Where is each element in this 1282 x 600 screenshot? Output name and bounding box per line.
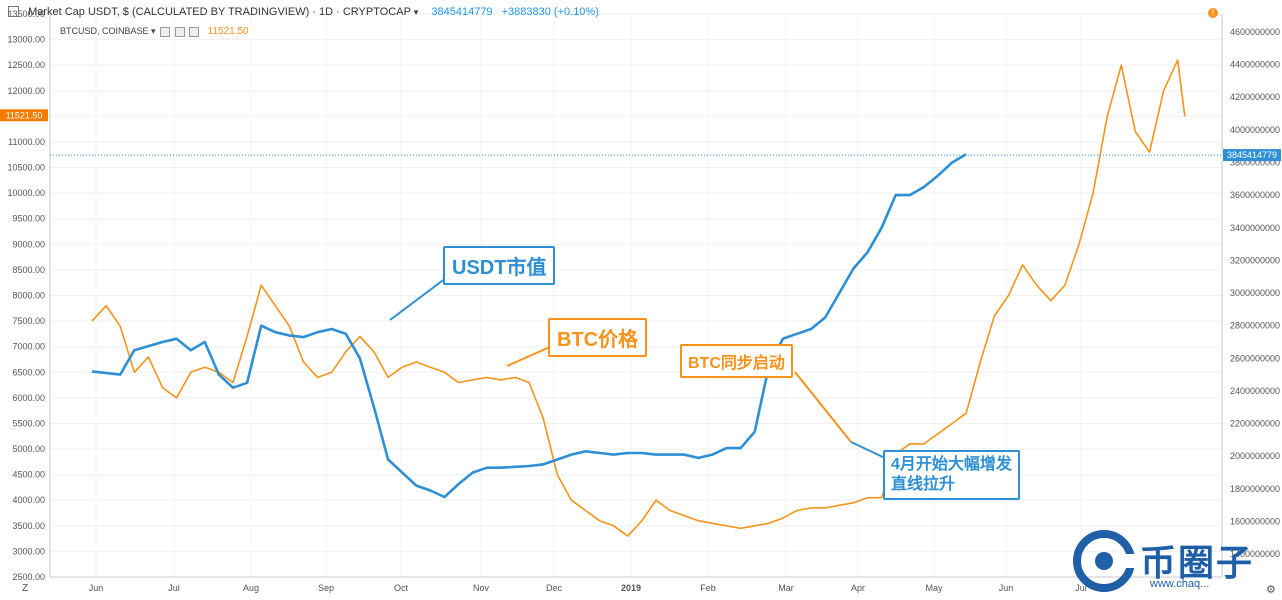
watermark-text: 币圈子 (1140, 542, 1255, 583)
annotation-btc-start: BTC同步启动 (680, 344, 793, 378)
right-tick-label: 2200000000 (1230, 419, 1280, 429)
left-tick-label: 10000.00 (7, 188, 45, 198)
right-tick-label: 3800000000 (1230, 158, 1280, 168)
left-tick-label: 12500.00 (7, 60, 45, 70)
right-tick-label: 3000000000 (1230, 288, 1280, 298)
time-tick-label: Jul (1075, 583, 1087, 593)
annotation-april-line2: 直线拉升 (891, 476, 956, 493)
series-value: 3845414779 (431, 6, 493, 18)
annotation-btc-price: BTC价格 (548, 318, 648, 357)
right-tick-label: 2400000000 (1230, 386, 1280, 396)
btc-price-tag-label: 11521.50 (6, 110, 43, 120)
right-tick-label: 1400000000 (1230, 549, 1280, 559)
left-tick-label: 9500.00 (12, 214, 45, 224)
left-tick-label: 7500.00 (12, 316, 45, 326)
settings-gear-icon[interactable]: ⚙ (1266, 584, 1276, 596)
series-change: +3883830 (+0.10%) (501, 6, 599, 18)
usdt-cap-line (91, 153, 967, 499)
grid (49, 13, 1223, 578)
left-tick-label: 8000.00 (12, 291, 45, 301)
chart-header: Market Cap USDT, $ (CALCULATED BY TRADIN… (8, 5, 599, 18)
usdt-price-tag-label: 3845414779 (1227, 150, 1277, 160)
left-tick-label: 3500.00 (12, 521, 45, 531)
time-tick-label: Mar (778, 583, 794, 593)
time-tick-label: Sep (318, 583, 334, 593)
series-layer (91, 59, 1186, 537)
right-tick-label: 2800000000 (1230, 321, 1280, 331)
watermark-sub: www.chaq... (1150, 578, 1210, 590)
left-tick-label: 11000.00 (8, 137, 45, 147)
right-tick-label: 1600000000 (1230, 517, 1280, 527)
left-tick-label: 5500.00 (12, 418, 45, 428)
right-tick-label: 1800000000 (1230, 484, 1280, 494)
time-tick-label: 2019 (621, 583, 641, 593)
time-tick-label: Jul (168, 583, 180, 593)
time-tick-label: Nov (473, 583, 490, 593)
annotation-pointer (506, 345, 553, 367)
price-markers: 11521.50 3845414779 (0, 109, 1281, 162)
settings-icon[interactable] (174, 26, 185, 37)
right-tick-label: 2600000000 (1230, 353, 1280, 363)
left-tick-label: 13000.00 (7, 35, 45, 45)
time-tick-label: Oct (394, 583, 409, 593)
series-title[interactable]: Market Cap USDT, $ (CALCULATED BY TRADIN… (28, 6, 411, 18)
time-tick-label: May (925, 583, 943, 593)
time-tick-label: Dec (546, 583, 563, 593)
compare-symbol[interactable]: BTCUSD, COINBASE (60, 26, 149, 36)
right-tick-label: 3400000000 (1230, 223, 1280, 233)
compare-value: 11521.50 (207, 26, 249, 37)
btc-price-line (91, 59, 1186, 537)
left-tick-label: 6000.00 (12, 393, 45, 403)
right-tick-label: 2000000000 (1230, 451, 1280, 461)
left-tick-label: 6500.00 (12, 367, 45, 377)
time-axis: Jun Jul Aug Sep Oct Nov Dec 2019 Feb Mar Apr May Jun… (50, 576, 1222, 593)
eye-icon[interactable] (160, 26, 171, 37)
compare-symbol-row: BTCUSD, COINBASE ▾ 11521.50 (60, 26, 249, 37)
right-tick-label: 4400000000 (1230, 60, 1280, 70)
left-tick-label: 7000.00 (12, 342, 45, 352)
right-tick-label: 4200000000 (1230, 92, 1280, 102)
time-tick-label: Aug (243, 583, 259, 593)
btc-price-tag (0, 109, 48, 122)
time-tick-label: Jun (89, 583, 104, 593)
left-tick-label: 2500.00 (12, 572, 45, 582)
time-tick-label: Feb (700, 583, 716, 593)
annotation-april-issuance: 4月开始大幅增发 直线拉升 (883, 450, 1020, 500)
left-tick-label: 3000.00 (12, 546, 45, 556)
time-tick-label: Jun (999, 583, 1014, 593)
left-tick-label: 9000.00 (12, 239, 45, 249)
annotation-pointer (850, 441, 886, 459)
annotation-usdt-cap: USDT市值 (443, 246, 556, 285)
right-tick-label: 3200000000 (1230, 255, 1280, 265)
left-price-axis: 13500.0013000.0012500.0012000.0011500.00… (7, 9, 51, 582)
right-tick-label: 4600000000 (1230, 27, 1280, 37)
left-tick-label: 4000.00 (12, 495, 45, 505)
right-price-axis: 4600000000 4400000000 4200000000 4000000000… (1221, 14, 1280, 577)
logo-icon (1073, 530, 1138, 592)
usdt-price-tag (1223, 149, 1281, 162)
left-tick-label: 4500.00 (12, 470, 45, 480)
left-tick-label: 12000.00 (7, 86, 45, 96)
left-tick-label: 8500.00 (12, 265, 45, 275)
right-tick-label: 4000000000 (1230, 125, 1280, 135)
left-tick-label: 13500.00 (7, 9, 45, 19)
annotation-april-line1: 4月开始大幅增发 (891, 456, 1012, 473)
collapse-icon[interactable] (8, 5, 19, 17)
left-tick-label: 10500.00 (7, 163, 45, 173)
left-tick-label: 5000.00 (12, 444, 45, 454)
right-tick-label: 3600000000 (1230, 190, 1280, 200)
close-icon[interactable] (189, 26, 200, 37)
warning-icon[interactable]: ! (1208, 8, 1218, 18)
chevron-down-icon[interactable]: ▾ (151, 26, 156, 36)
time-tick-label: Apr (851, 583, 865, 593)
corner-label[interactable]: Z (22, 583, 29, 594)
chevron-down-icon[interactable]: ▾ (413, 7, 419, 17)
annotation-pointer (794, 371, 852, 443)
